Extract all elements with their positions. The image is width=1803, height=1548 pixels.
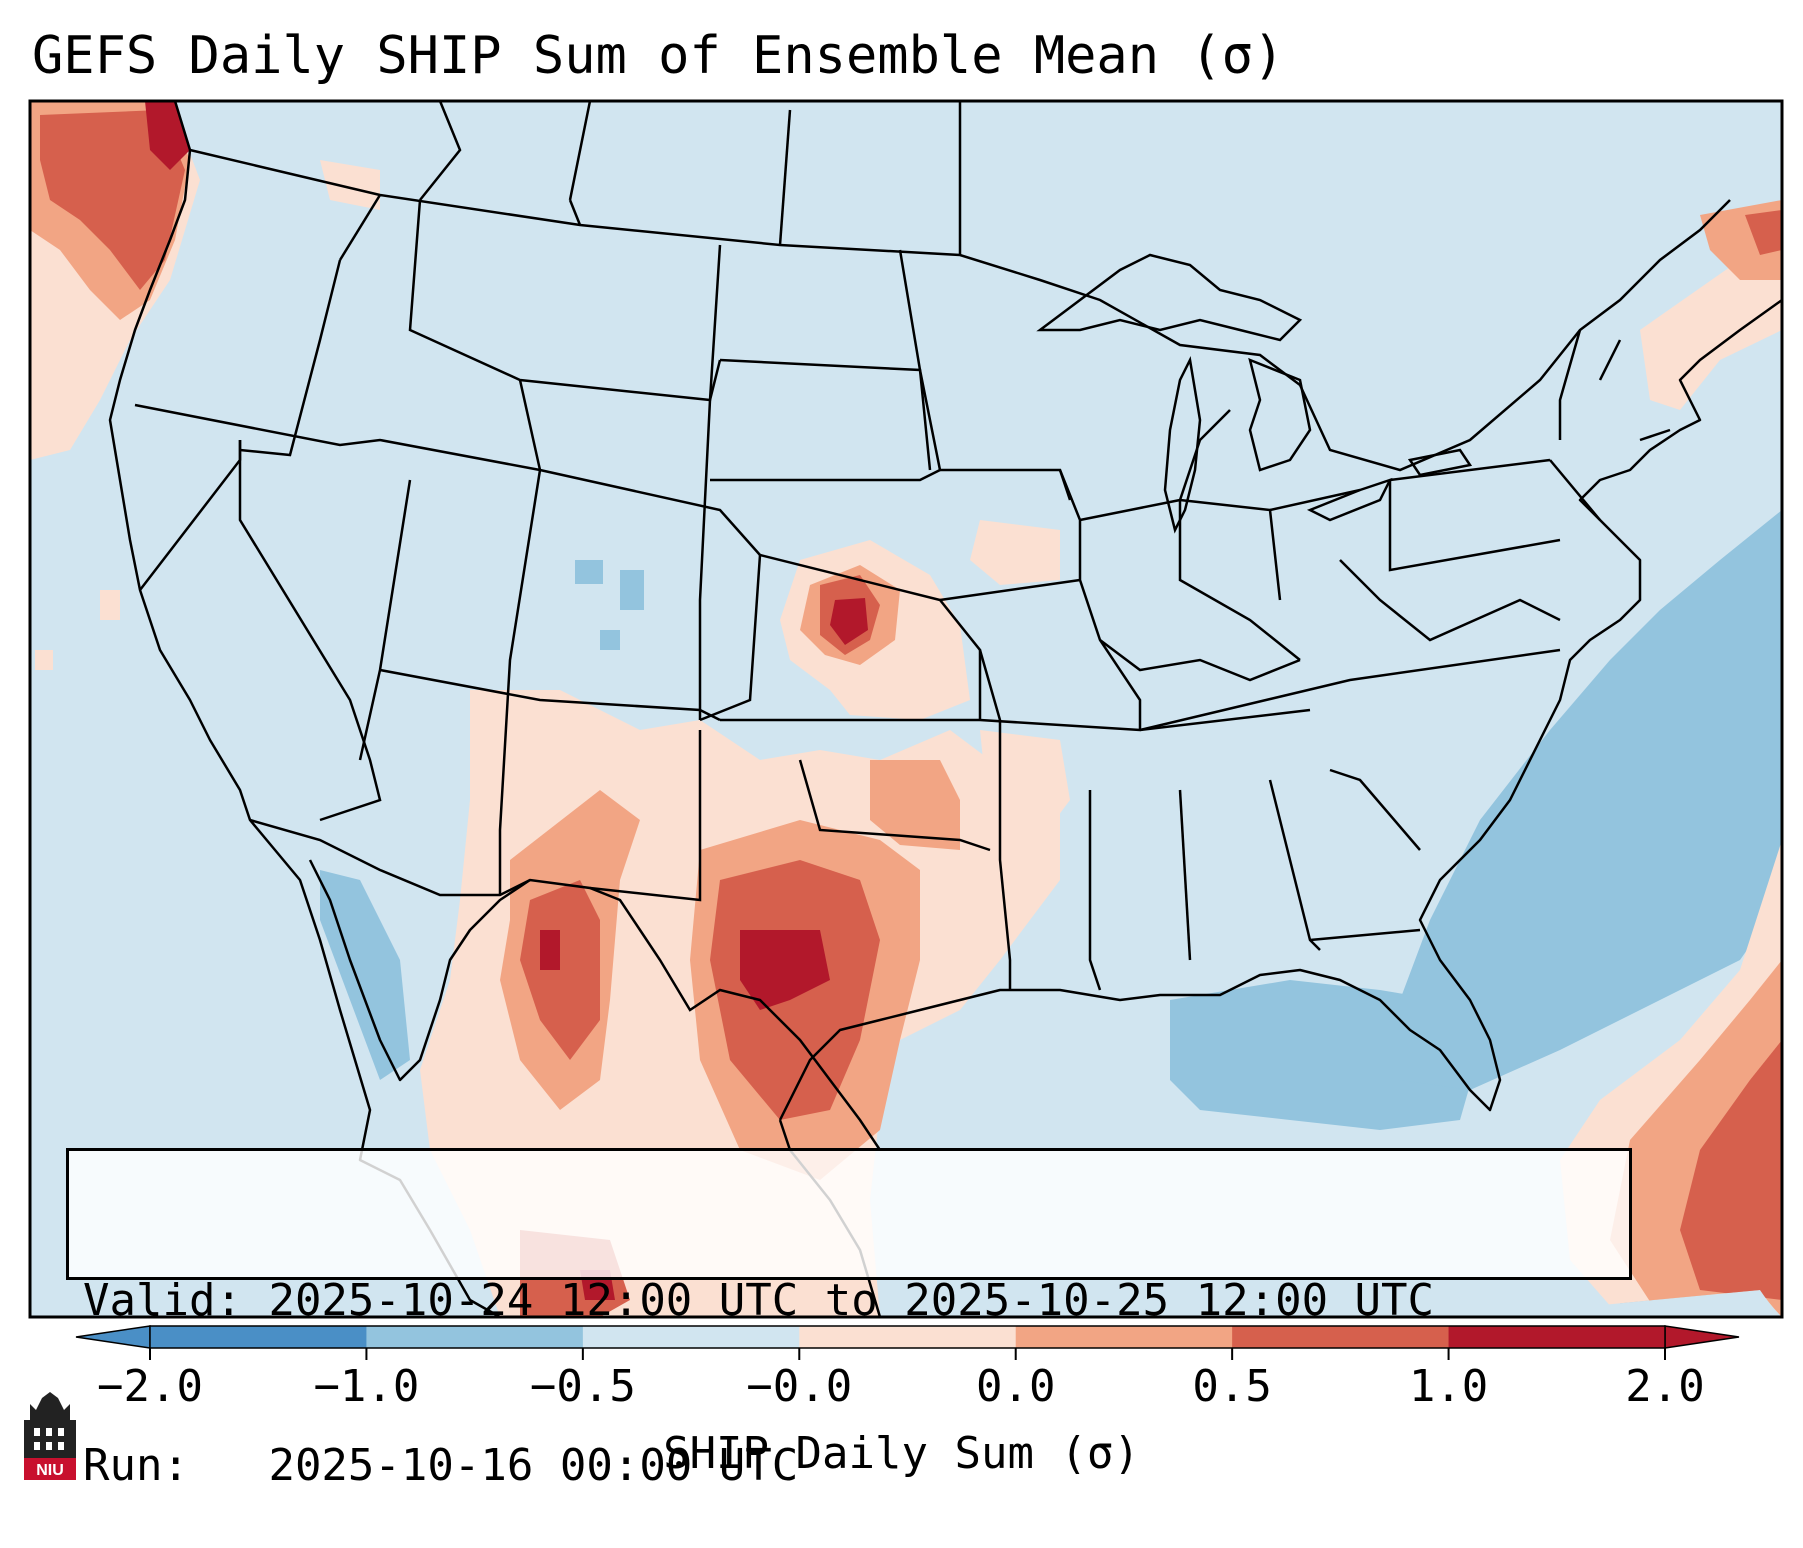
arkansas-light — [980, 730, 1070, 840]
pnw-max — [145, 101, 190, 170]
atlantic-blue — [1400, 510, 1782, 1090]
illinois-light — [970, 520, 1060, 585]
colorbar-tick-label: 1.0 — [1408, 1361, 1489, 1412]
colorado-blue-2 — [620, 570, 644, 610]
nm-max — [540, 930, 560, 970]
colorbar-segment — [1448, 1326, 1666, 1348]
colorbar-segment — [582, 1326, 800, 1348]
plot-frame — [28, 99, 1784, 1319]
colorbar — [75, 1325, 1740, 1360]
maritimes-strong — [1745, 210, 1782, 255]
colorbar-tick-label: 2.0 — [1625, 1361, 1705, 1412]
newengland-light — [1640, 240, 1782, 410]
colorbar-tick-label: 0.5 — [1192, 1361, 1272, 1412]
kansas-max — [830, 598, 868, 645]
run-line: Run: 2025-10-16 00:00 UTC — [83, 1438, 1629, 1493]
valid-line: Valid: 2025-10-24 12:00 UTC to 2025-10-2… — [83, 1273, 1629, 1328]
anomaly-field — [30, 101, 1782, 1317]
colorbar-extend-high — [1664, 1325, 1740, 1349]
colorbar-tick-label: −0.0 — [746, 1361, 853, 1412]
colorbar-tick-label: −2.0 — [97, 1361, 203, 1412]
lake-ontario — [1407, 448, 1473, 477]
run-value: 2025-10-16 00:00 UTC — [268, 1440, 799, 1491]
lake-michigan — [1163, 356, 1202, 534]
colorbar-segment — [1015, 1326, 1233, 1348]
se-atlantic-strong — [1680, 1040, 1782, 1300]
washington-light — [320, 160, 380, 210]
oklahoma-medium — [870, 760, 960, 850]
logo-text: NIU — [36, 1462, 64, 1479]
info-box: Valid: 2025-10-24 12:00 UTC to 2025-10-2… — [66, 1148, 1632, 1491]
colorbar-segment — [366, 1326, 584, 1348]
valid-label: Valid: — [83, 1275, 242, 1326]
state-borders — [134, 100, 1671, 991]
map-title: GEFS Daily SHIP Sum of Ensemble Mean (σ) — [32, 26, 1285, 86]
colorbar-tick-label: −0.5 — [529, 1361, 636, 1412]
colorbar-label: SHIP Daily Sum (σ) — [663, 1428, 1140, 1479]
gulf-california-blue — [320, 870, 410, 1080]
coastline — [108, 100, 1783, 1319]
colorado-blue-1 — [575, 560, 603, 584]
pnw-strong — [40, 110, 185, 290]
colorbar-segment — [150, 1326, 367, 1348]
colorbar-tick-label: 0.0 — [975, 1361, 1056, 1412]
colorbar-segment — [1232, 1326, 1450, 1348]
colorbar-segment — [799, 1326, 1017, 1348]
lake-erie — [1306, 477, 1393, 522]
niu-logo-icon: NIU — [24, 1392, 76, 1480]
mexico-border — [249, 818, 882, 1151]
valid-value: 2025-10-24 12:00 UTC to 2025-10-25 12:00… — [268, 1275, 1435, 1326]
colorbar-frame — [149, 1325, 1666, 1349]
pacific-light — [35, 650, 53, 670]
colorado-blue-3 — [600, 630, 620, 650]
run-label: Run: — [83, 1440, 189, 1491]
ca-coast-light — [100, 590, 120, 620]
texas-max — [740, 930, 830, 1010]
colorbar-tick-label: −1.0 — [313, 1361, 420, 1412]
map-svg — [28, 99, 1784, 1360]
lake-superior — [1036, 253, 1303, 342]
